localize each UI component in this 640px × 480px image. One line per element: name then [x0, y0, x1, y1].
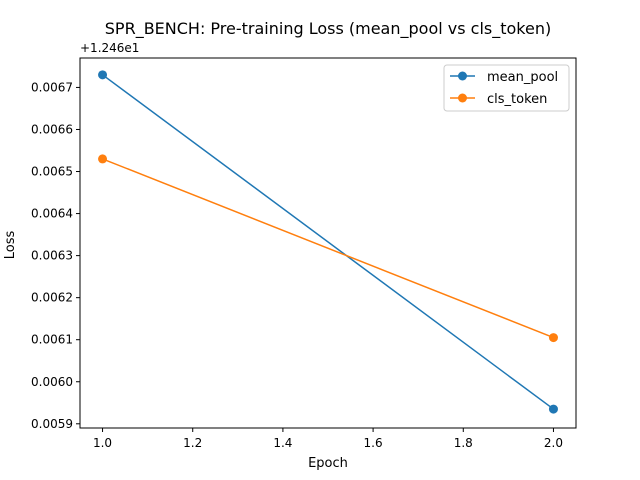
y-tick-label: 0.0061	[31, 333, 73, 347]
series-line-cls_token	[102, 158, 554, 339]
y-tick-label: 0.0059	[31, 417, 73, 431]
legend-box	[443, 64, 570, 112]
chart-title: SPR_BENCH: Pre-training Loss (mean_pool …	[105, 19, 551, 39]
series-layer	[98, 70, 558, 414]
x-tick-label: 1.0	[93, 436, 112, 450]
plot-area-frame	[79, 57, 577, 429]
data-point-mean_pool	[548, 404, 558, 414]
data-point-mean_pool	[98, 70, 108, 80]
legend-label: mean_pool	[487, 70, 558, 85]
y-tick-label: 0.0063	[31, 249, 73, 263]
y-tick-label: 0.0060	[31, 375, 73, 389]
x-tick-label: 1.8	[454, 436, 473, 450]
y-tick-label: 0.0066	[31, 122, 73, 136]
x-tick-label: 1.6	[364, 436, 383, 450]
x-tick-label: 1.2	[183, 436, 202, 450]
y-axis-offset-text: +1.246e1	[80, 41, 139, 55]
y-axis-ticks: 0.0059 0.0060 0.0061 0.0062 0.0063 0.0064 0.00…	[31, 80, 80, 431]
data-point-cls_token	[98, 154, 108, 164]
y-axis-label: Loss	[3, 231, 18, 260]
y-tick-label: 0.0067	[31, 80, 73, 94]
legend: mean_pool cls_token	[443, 64, 570, 112]
x-tick-label: 1.4	[273, 436, 292, 450]
legend-label: cls_token	[487, 92, 547, 107]
series-line-mean_pool	[102, 74, 554, 410]
y-tick-label: 0.0065	[31, 165, 73, 179]
x-axis-ticks: 1.0 1.2 1.4 1.6 1.8 2.0	[93, 428, 563, 450]
legend-swatch-marker	[458, 93, 467, 103]
y-tick-label: 0.0064	[31, 207, 73, 221]
y-tick-label: 0.0062	[31, 291, 73, 305]
legend-swatch-marker	[458, 71, 467, 81]
data-point-cls_token	[548, 333, 558, 343]
x-axis-label: Epoch	[308, 456, 348, 471]
x-tick-label: 2.0	[544, 436, 563, 450]
